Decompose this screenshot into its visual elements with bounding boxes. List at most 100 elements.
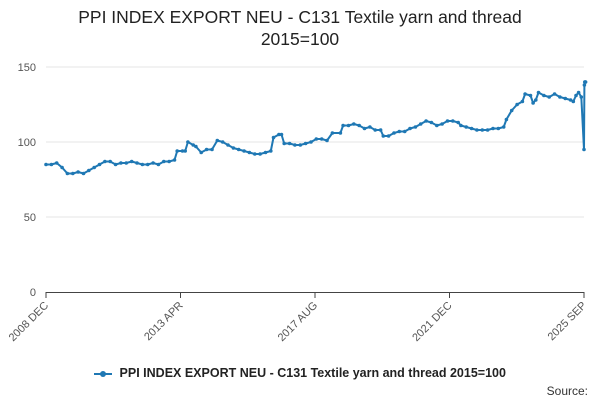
data-point[interactable] bbox=[145, 162, 150, 167]
data-point[interactable] bbox=[220, 140, 225, 144]
data-point[interactable] bbox=[210, 147, 214, 152]
data-point[interactable] bbox=[346, 123, 351, 128]
data-point[interactable] bbox=[542, 93, 546, 98]
data-point[interactable] bbox=[325, 138, 329, 143]
data-point[interactable] bbox=[191, 143, 195, 147]
data-point[interactable] bbox=[215, 138, 220, 143]
data-point[interactable] bbox=[124, 161, 129, 165]
data-point[interactable] bbox=[298, 143, 303, 147]
data-point[interactable] bbox=[491, 126, 495, 131]
data-point[interactable] bbox=[397, 129, 402, 134]
data-point[interactable] bbox=[523, 92, 527, 96]
data-point[interactable] bbox=[172, 158, 177, 162]
data-point[interactable] bbox=[76, 170, 80, 174]
data-point[interactable] bbox=[183, 149, 187, 153]
data-point[interactable] bbox=[293, 143, 297, 147]
data-point[interactable] bbox=[576, 90, 581, 95]
data-point[interactable] bbox=[402, 129, 407, 134]
data-point[interactable] bbox=[303, 141, 308, 146]
data-point[interactable] bbox=[418, 122, 423, 126]
data-point[interactable] bbox=[341, 123, 345, 128]
data-point[interactable] bbox=[119, 161, 123, 165]
data-point[interactable] bbox=[253, 152, 257, 156]
data-point[interactable] bbox=[583, 80, 588, 84]
data-point[interactable] bbox=[162, 159, 166, 164]
data-point[interactable] bbox=[440, 122, 444, 126]
data-point[interactable] bbox=[408, 126, 412, 131]
data-point[interactable] bbox=[386, 134, 391, 138]
data-point[interactable] bbox=[258, 152, 262, 156]
legend[interactable]: PPI INDEX EXPORT NEU - C131 Textile yarn… bbox=[0, 366, 600, 380]
data-point[interactable] bbox=[515, 102, 519, 107]
data-point[interactable] bbox=[81, 171, 86, 176]
data-point[interactable] bbox=[574, 93, 578, 98]
data-point[interactable] bbox=[362, 126, 367, 131]
data-point[interactable] bbox=[140, 162, 145, 167]
data-point[interactable] bbox=[279, 132, 284, 137]
data-point[interactable] bbox=[531, 101, 535, 105]
data-point[interactable] bbox=[263, 150, 268, 155]
data-point[interactable] bbox=[319, 137, 324, 141]
data-point[interactable] bbox=[231, 146, 236, 150]
data-point[interactable] bbox=[199, 150, 203, 155]
data-point[interactable] bbox=[547, 95, 551, 99]
data-point[interactable] bbox=[445, 119, 450, 123]
data-point[interactable] bbox=[496, 126, 501, 131]
data-point[interactable] bbox=[330, 131, 335, 135]
data-point[interactable] bbox=[563, 96, 568, 101]
data-point[interactable] bbox=[194, 144, 198, 149]
data-point[interactable] bbox=[87, 168, 91, 173]
data-point[interactable] bbox=[528, 93, 533, 98]
data-point[interactable] bbox=[236, 147, 241, 152]
data-point[interactable] bbox=[282, 141, 287, 146]
data-point[interactable] bbox=[579, 95, 584, 99]
data-point[interactable] bbox=[435, 123, 439, 128]
data-point[interactable] bbox=[413, 125, 418, 129]
data-point[interactable] bbox=[49, 162, 54, 167]
data-point[interactable] bbox=[309, 140, 313, 144]
data-point[interactable] bbox=[129, 159, 134, 164]
data-point[interactable] bbox=[54, 161, 59, 165]
data-point[interactable] bbox=[381, 134, 386, 138]
data-point[interactable] bbox=[71, 171, 75, 176]
data-point[interactable] bbox=[167, 159, 171, 164]
data-point[interactable] bbox=[97, 162, 102, 167]
data-point[interactable] bbox=[314, 137, 319, 141]
data-point[interactable] bbox=[108, 159, 112, 164]
data-point[interactable] bbox=[65, 171, 70, 176]
data-point[interactable] bbox=[156, 162, 161, 167]
data-point[interactable] bbox=[534, 98, 538, 102]
data-point[interactable] bbox=[456, 120, 461, 125]
data-point[interactable] bbox=[504, 117, 509, 122]
data-point[interactable] bbox=[269, 149, 273, 153]
data-point[interactable] bbox=[271, 135, 276, 140]
data-point[interactable] bbox=[459, 123, 463, 128]
data-point[interactable] bbox=[44, 162, 48, 167]
data-point[interactable] bbox=[373, 128, 378, 132]
data-point[interactable] bbox=[357, 123, 362, 128]
data-point[interactable] bbox=[378, 128, 383, 132]
data-point[interactable] bbox=[582, 147, 586, 152]
data-point[interactable] bbox=[60, 165, 64, 170]
data-point[interactable] bbox=[552, 92, 557, 96]
data-point[interactable] bbox=[287, 141, 292, 146]
data-point[interactable] bbox=[501, 125, 506, 129]
data-point[interactable] bbox=[135, 161, 139, 165]
data-point[interactable] bbox=[338, 131, 343, 135]
data-point[interactable] bbox=[392, 131, 396, 135]
data-point[interactable] bbox=[485, 128, 490, 132]
data-point[interactable] bbox=[464, 125, 469, 129]
data-point[interactable] bbox=[582, 83, 587, 87]
data-point[interactable] bbox=[226, 143, 230, 147]
data-point[interactable] bbox=[247, 150, 252, 155]
data-point[interactable] bbox=[480, 128, 485, 132]
data-point[interactable] bbox=[469, 126, 474, 131]
data-point[interactable] bbox=[113, 162, 118, 167]
data-point[interactable] bbox=[520, 99, 525, 104]
data-point[interactable] bbox=[571, 99, 576, 104]
data-point[interactable] bbox=[536, 90, 541, 95]
data-point[interactable] bbox=[429, 120, 434, 125]
data-point[interactable] bbox=[186, 140, 190, 144]
data-point[interactable] bbox=[242, 149, 246, 153]
data-point[interactable] bbox=[92, 165, 96, 170]
